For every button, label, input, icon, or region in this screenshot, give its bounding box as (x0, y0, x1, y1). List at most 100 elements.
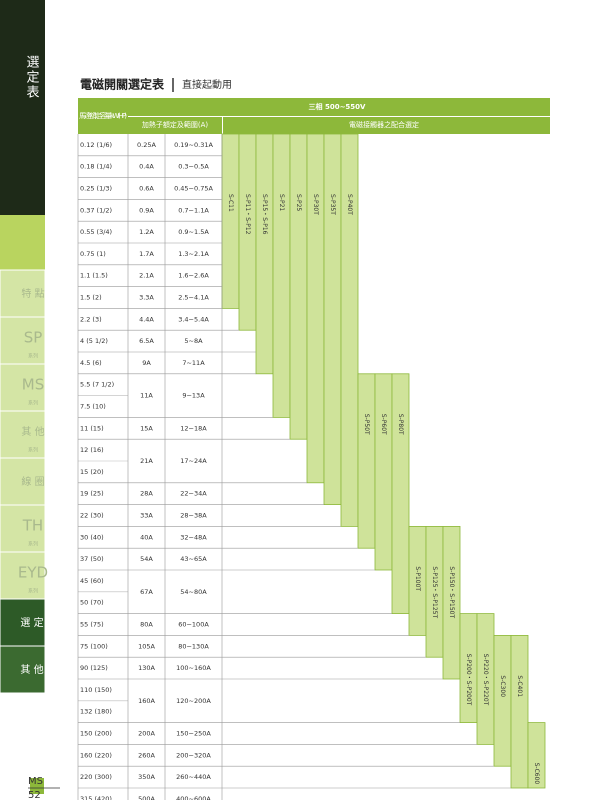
capacity: 4.5 (6) (80, 359, 102, 367)
contactor-bar (221, 133, 240, 309)
capacity: 0.55 (3/4) (80, 228, 112, 236)
capacity: 55 (75) (80, 621, 104, 629)
capacity: 37 (50) (80, 555, 104, 563)
tab-label: SP (24, 329, 43, 347)
contactor-bar (493, 635, 512, 767)
capacity: 160 (220) (80, 751, 112, 759)
sidebar-tab (0, 598, 46, 647)
tab-label: 其 他 (20, 663, 43, 676)
range: 260~440A (176, 773, 211, 781)
head-cap (78, 98, 128, 134)
head-voltage-text: 三相 500~550V (309, 102, 367, 111)
contactor-label: S-P220・S-P220T (482, 654, 489, 706)
contactor-label: S-P15・S-P16 (261, 194, 268, 235)
sidebar-tab (0, 551, 46, 600)
range: 80~130A (178, 642, 209, 650)
tab-sub: 系列 (28, 400, 38, 407)
capacity: 0.25 (1/3) (80, 185, 112, 193)
capacity: 0.12 (1/6) (80, 141, 112, 149)
capacity: 12 (16) (80, 446, 104, 454)
range: 1.6~2.6A (178, 272, 209, 280)
range: 100~160A (176, 664, 211, 672)
range: 400~600A (176, 795, 211, 800)
contactor-label: S-C600 (533, 763, 540, 785)
contactor-label: S-P35T (329, 194, 336, 215)
capacity: 22 (30) (80, 512, 104, 520)
head-contactor (223, 117, 550, 134)
head-voltage (128, 98, 550, 116)
current: 28A (140, 490, 153, 498)
current: 200A (138, 730, 155, 738)
tab-sub: 系列 (28, 588, 38, 595)
range: 0.3~0.5A (178, 163, 209, 171)
contactor-bar (357, 373, 376, 549)
range: 12~18A (180, 424, 207, 432)
tab-label: TH (22, 517, 43, 535)
range: 2.5~4.1A (178, 294, 209, 302)
range: 0.9~1.5A (178, 228, 209, 236)
capacity: 150 (200) (80, 730, 112, 738)
capacity: 1.1 (1.5) (80, 272, 108, 280)
head-heater (128, 117, 222, 134)
head-contactor-text: 電磁接觸器之配合選定 (349, 120, 419, 129)
sidebar-top (0, 0, 45, 215)
contactor-bar (340, 133, 359, 527)
current: 40A (140, 533, 153, 541)
current: 1.7A (139, 250, 154, 258)
footer-page: 52 (28, 790, 41, 800)
contactor-bar (510, 635, 529, 789)
current: 0.4A (139, 163, 154, 171)
current: 0.6A (139, 185, 154, 193)
current: 80A (140, 621, 153, 629)
range: 0.19~0.31A (174, 141, 213, 149)
tab-label: MS (22, 376, 44, 394)
tab-sub: 系列 (28, 541, 38, 548)
capacity: 110 (150) (80, 686, 112, 694)
current: 11A (140, 392, 153, 400)
contactor-bar (391, 373, 410, 614)
tab-label: 選 定 (20, 616, 43, 629)
capacity: 0.18 (1/4) (80, 163, 112, 171)
contactor-label: S-C11 (227, 194, 234, 212)
sidebar-tab (0, 363, 46, 412)
sidebar-tab (0, 410, 46, 459)
capacity: 0.75 (1) (80, 250, 106, 258)
range: 32~48A (180, 533, 207, 541)
subtitle: 直接起動用 (182, 78, 232, 91)
range: 22~34A (180, 490, 207, 498)
tab-label: 線 圈 (21, 475, 44, 488)
capacity: 75 (100) (80, 642, 108, 650)
range: 9~13A (182, 392, 205, 400)
range: 17~24A (180, 457, 207, 465)
head-heater-text: 加熱子額定及範圍(A) (142, 120, 209, 129)
range: 0.45~0.75A (174, 185, 213, 193)
range: 1.3~2.1A (178, 250, 209, 258)
sidebar-tab (0, 316, 46, 365)
contactor-label: S-P40T (346, 194, 353, 215)
capacity: 4 (5 1/2) (80, 337, 108, 345)
contactor-label: S-P50T (363, 414, 370, 435)
contactor-label: S-P60T (380, 414, 387, 435)
capacity: 19 (25) (80, 490, 104, 498)
contactor-bar (272, 133, 291, 418)
contactor-label: S-P30T (312, 194, 319, 215)
contactor-label: S-C300 (499, 675, 506, 697)
range: 7~11A (182, 359, 205, 367)
contactor-label: S-P25 (295, 194, 302, 211)
current: 33A (140, 512, 153, 520)
capacity: 5.5 (7 1/2) (80, 381, 114, 389)
current: 260A (138, 751, 155, 759)
tab-sub: 系列 (28, 353, 38, 360)
head-cap-text: 馬達額定容量kW(HP) (79, 111, 127, 120)
capacity: 30 (40) (80, 533, 104, 541)
tab-label: 其 他 (21, 425, 44, 438)
range: 3.4~5.4A (178, 315, 209, 323)
current: 9A (142, 359, 151, 367)
sidebar-tab (0, 457, 46, 506)
contactor-bar (442, 526, 461, 680)
capacity: 315 (420) (80, 795, 112, 800)
current: 6.5A (139, 337, 154, 345)
capacity: 0.37 (1/2) (80, 206, 112, 214)
current: 21A (140, 457, 153, 465)
